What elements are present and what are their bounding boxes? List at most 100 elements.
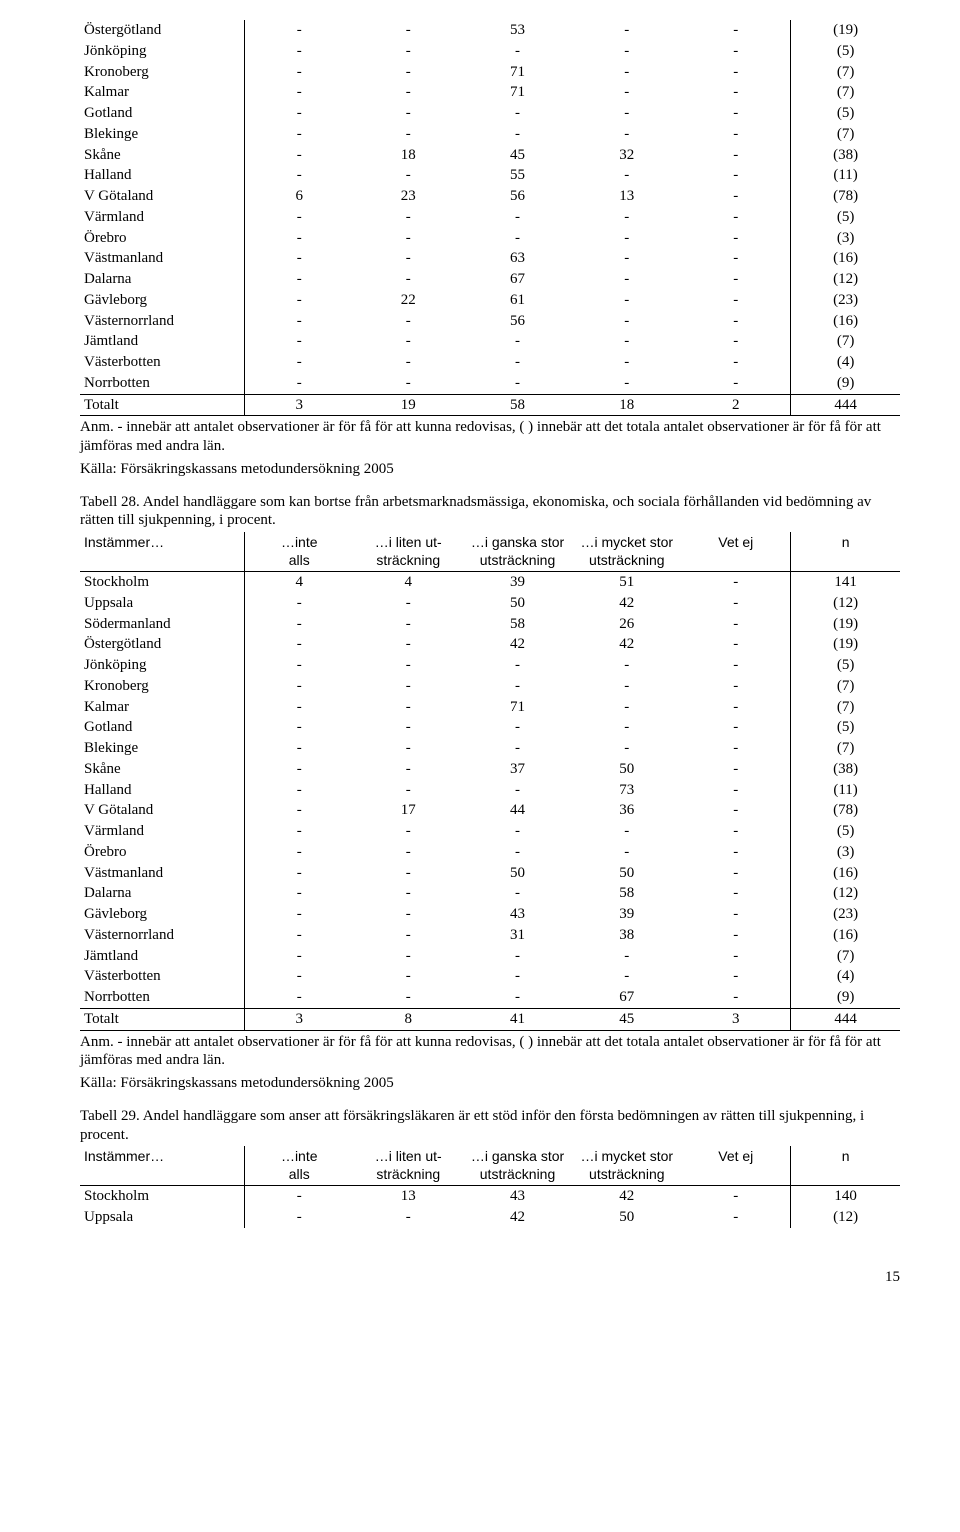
row-label: Halland <box>80 780 244 801</box>
cell: - <box>354 717 463 738</box>
cell: - <box>463 987 572 1008</box>
row-label: Halland <box>80 165 244 186</box>
row-label: Uppsala <box>80 593 244 614</box>
cell: - <box>354 228 463 249</box>
cell: (7) <box>791 738 900 759</box>
cell: - <box>244 946 353 967</box>
cell: - <box>681 124 790 145</box>
row-label: Dalarna <box>80 269 244 290</box>
cell: - <box>681 186 790 207</box>
cell: - <box>244 738 353 759</box>
cell: - <box>681 269 790 290</box>
cell: - <box>681 717 790 738</box>
cell: - <box>681 634 790 655</box>
table-row: Skåne-184532-(38) <box>80 145 900 166</box>
cell: - <box>354 20 463 41</box>
cell: 19 <box>354 394 463 416</box>
table-row: Kalmar--71--(7) <box>80 82 900 103</box>
cell: 45 <box>463 145 572 166</box>
table-row: Västmanland--5050-(16) <box>80 863 900 884</box>
cell: - <box>681 863 790 884</box>
cell: (16) <box>791 863 900 884</box>
cell: - <box>244 717 353 738</box>
table-28: Instämmer… …inte alls …i liten ut- sträc… <box>80 532 900 1031</box>
cell: - <box>244 311 353 332</box>
row-label: Skåne <box>80 759 244 780</box>
cell: - <box>681 614 790 635</box>
cell: (12) <box>791 883 900 904</box>
row-label: Östergötland <box>80 634 244 655</box>
cell: - <box>244 634 353 655</box>
cell: - <box>572 655 681 676</box>
row-label: Värmland <box>80 207 244 228</box>
cell: - <box>681 228 790 249</box>
cell: - <box>244 290 353 311</box>
cell: (5) <box>791 207 900 228</box>
cell: - <box>463 738 572 759</box>
cell: - <box>572 373 681 394</box>
cell: 44 <box>463 800 572 821</box>
table-row: Stockholm443951-141 <box>80 572 900 593</box>
cell: - <box>572 103 681 124</box>
col-3: …i ganska stor utsträckning <box>463 1146 572 1186</box>
table-row: Halland---73-(11) <box>80 780 900 801</box>
cell: 23 <box>354 186 463 207</box>
cell: 43 <box>463 904 572 925</box>
cell: - <box>572 290 681 311</box>
cell: - <box>244 655 353 676</box>
table-row: Blekinge-----(7) <box>80 124 900 145</box>
row-label: Kalmar <box>80 697 244 718</box>
cell: 67 <box>572 987 681 1008</box>
cell: - <box>681 20 790 41</box>
cell: - <box>463 676 572 697</box>
cell: - <box>572 62 681 83</box>
cell: - <box>572 717 681 738</box>
cell: - <box>354 821 463 842</box>
cell: - <box>244 228 353 249</box>
table-row: Gotland-----(5) <box>80 717 900 738</box>
cell: - <box>681 759 790 780</box>
row-label: Gotland <box>80 103 244 124</box>
cell: 3 <box>244 1008 353 1030</box>
row-label: Västmanland <box>80 248 244 269</box>
cell: 2 <box>681 394 790 416</box>
row-label: V Götaland <box>80 186 244 207</box>
cell: - <box>244 352 353 373</box>
row-label: Totalt <box>80 394 244 416</box>
cell: 71 <box>463 82 572 103</box>
cell: - <box>572 207 681 228</box>
source-text-27: Källa: Försäkringskassans metodundersökn… <box>80 460 900 479</box>
cell: - <box>681 82 790 103</box>
cell: - <box>354 676 463 697</box>
cell: - <box>681 904 790 925</box>
cell: - <box>354 966 463 987</box>
note-text-27: Anm. - innebär att antalet observationer… <box>80 418 900 456</box>
row-label: Blekinge <box>80 738 244 759</box>
cell: - <box>354 331 463 352</box>
cell: - <box>354 634 463 655</box>
table-row: Västernorrland--3138-(16) <box>80 925 900 946</box>
cell: - <box>572 697 681 718</box>
cell: 18 <box>354 145 463 166</box>
cell: 42 <box>572 634 681 655</box>
table-row: Västerbotten-----(4) <box>80 966 900 987</box>
cell: - <box>244 1207 353 1228</box>
cell: - <box>681 62 790 83</box>
cell: - <box>244 780 353 801</box>
cell: 13 <box>572 186 681 207</box>
cell: - <box>681 1207 790 1228</box>
cell: - <box>681 738 790 759</box>
row-label: Norrbotten <box>80 987 244 1008</box>
cell: - <box>572 269 681 290</box>
cell: - <box>681 331 790 352</box>
cell: (5) <box>791 821 900 842</box>
cell: 73 <box>572 780 681 801</box>
table-row: Västerbotten-----(4) <box>80 352 900 373</box>
cell: 63 <box>463 248 572 269</box>
note-text-28: Anm. - innebär att antalet observationer… <box>80 1033 900 1071</box>
page: Östergötland--53--(19)Jönköping-----(5)K… <box>0 0 960 1307</box>
cell: (12) <box>791 269 900 290</box>
cell: - <box>463 373 572 394</box>
cell: - <box>354 842 463 863</box>
cell: - <box>354 269 463 290</box>
